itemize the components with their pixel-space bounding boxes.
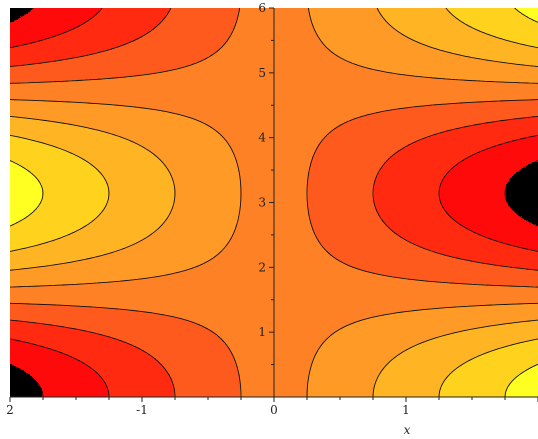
contour-plot: 2 -1 0 1123456 x xyxy=(0,0,538,439)
